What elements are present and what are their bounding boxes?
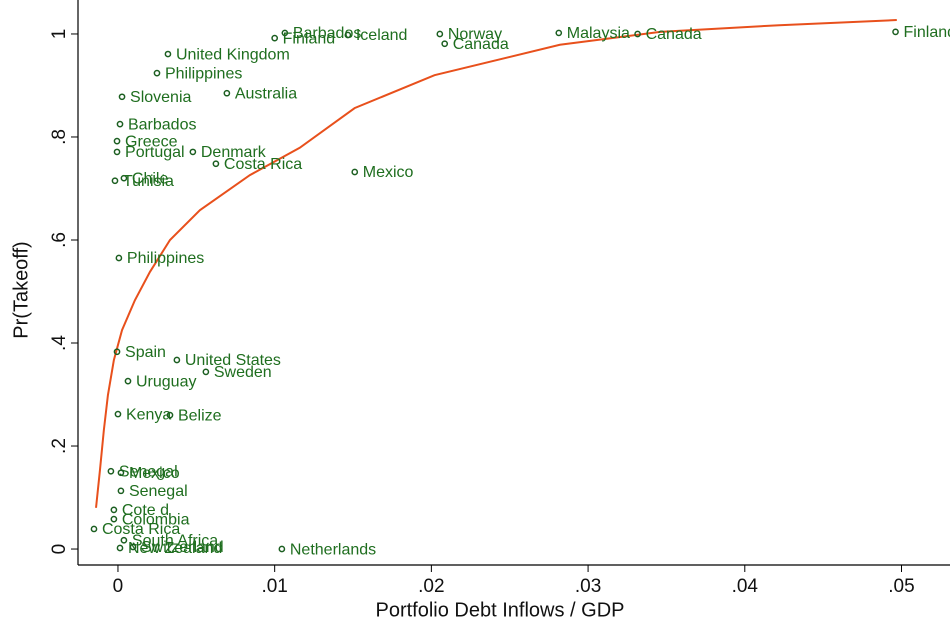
point-label: Finland [283, 30, 335, 47]
point-label: Sweden [214, 364, 272, 381]
point-label: New Zealand [128, 540, 222, 557]
point-label: United Kingdom [176, 46, 290, 63]
point [110, 515, 118, 523]
y-axis-title: Pr(Takeoff) [10, 241, 32, 338]
point [118, 93, 126, 101]
point-label: Senegal [129, 483, 188, 500]
y-tick-label: .8 [49, 129, 70, 145]
point-label: Colombia [122, 511, 190, 528]
point [107, 467, 115, 475]
point-label: Uruguay [136, 373, 196, 390]
point [120, 536, 128, 544]
point-label: Norway [448, 26, 502, 43]
point-label: United States [185, 352, 281, 369]
point [90, 525, 98, 533]
point [173, 356, 181, 364]
point-label: Mexico [363, 164, 414, 181]
y-tick-label: 0 [49, 544, 70, 555]
point [116, 120, 124, 128]
point [278, 545, 286, 553]
point [113, 348, 121, 356]
point-label: Iceland [356, 27, 408, 44]
point-label: Barbados [293, 25, 362, 42]
point [113, 148, 121, 156]
x-tick-label: .01 [261, 576, 287, 597]
point-label: Canada [453, 36, 509, 53]
point [555, 29, 563, 37]
point [202, 368, 210, 376]
point [441, 40, 449, 48]
point [113, 137, 121, 145]
point [115, 254, 123, 262]
point-label: Switzerland [141, 539, 224, 556]
point [120, 174, 128, 182]
point [114, 410, 122, 418]
point-label: Spain [125, 344, 166, 361]
point-label: Malaysia [567, 25, 630, 42]
point-label: Costa Rica [102, 521, 180, 538]
x-tick-label: .02 [418, 576, 444, 597]
point-label: Finland [904, 24, 950, 41]
point-label: Portugal [125, 144, 185, 161]
point-label: Philippines [127, 250, 204, 267]
point-label: South Africa [132, 532, 218, 549]
x-tick-label: .04 [732, 576, 759, 597]
y-tick-label: .4 [49, 335, 70, 351]
point-label: Netherlands [290, 541, 376, 558]
point-label: Mexico [129, 465, 180, 482]
point [111, 177, 119, 185]
point [281, 29, 289, 37]
y-tick-label: 1 [49, 29, 70, 40]
point-label: Tunisia [123, 173, 174, 190]
point-label: Cote d [122, 502, 169, 519]
x-axis-title: Portfolio Debt Inflows / GDP [376, 599, 625, 621]
point-label: Canada [646, 26, 702, 43]
point-label: Greece [125, 133, 178, 150]
point [116, 544, 124, 552]
point [164, 50, 172, 58]
point [436, 30, 444, 38]
point [129, 543, 137, 551]
point [212, 160, 220, 168]
y-tick-label: .2 [49, 438, 70, 454]
point [153, 69, 161, 77]
point [117, 487, 125, 495]
x-tick-label: .03 [575, 576, 601, 597]
point [634, 30, 641, 38]
point [892, 28, 899, 36]
point-label: Slovenia [130, 89, 191, 106]
fit-line [95, 19, 897, 508]
point [189, 148, 197, 156]
point [223, 89, 231, 97]
point-label: Philippines [165, 65, 242, 82]
point [117, 469, 125, 477]
x-tick-label: .05 [888, 576, 914, 597]
point-label: Costa Rica [224, 156, 302, 173]
point [351, 168, 359, 176]
point [124, 377, 132, 385]
point [271, 34, 279, 42]
point-label: Chile [132, 170, 169, 187]
y-tick-label: .6 [49, 232, 70, 248]
point-label: Australia [235, 85, 297, 102]
point-label: Denmark [201, 144, 267, 161]
point-label: Barbados [128, 116, 197, 133]
point-label: Belize [178, 407, 222, 424]
point [344, 31, 352, 39]
point [110, 506, 118, 514]
point-label: Senegal [119, 463, 178, 480]
x-tick-label: 0 [113, 576, 124, 597]
point-label: Kenya [126, 406, 171, 423]
point [166, 411, 174, 419]
